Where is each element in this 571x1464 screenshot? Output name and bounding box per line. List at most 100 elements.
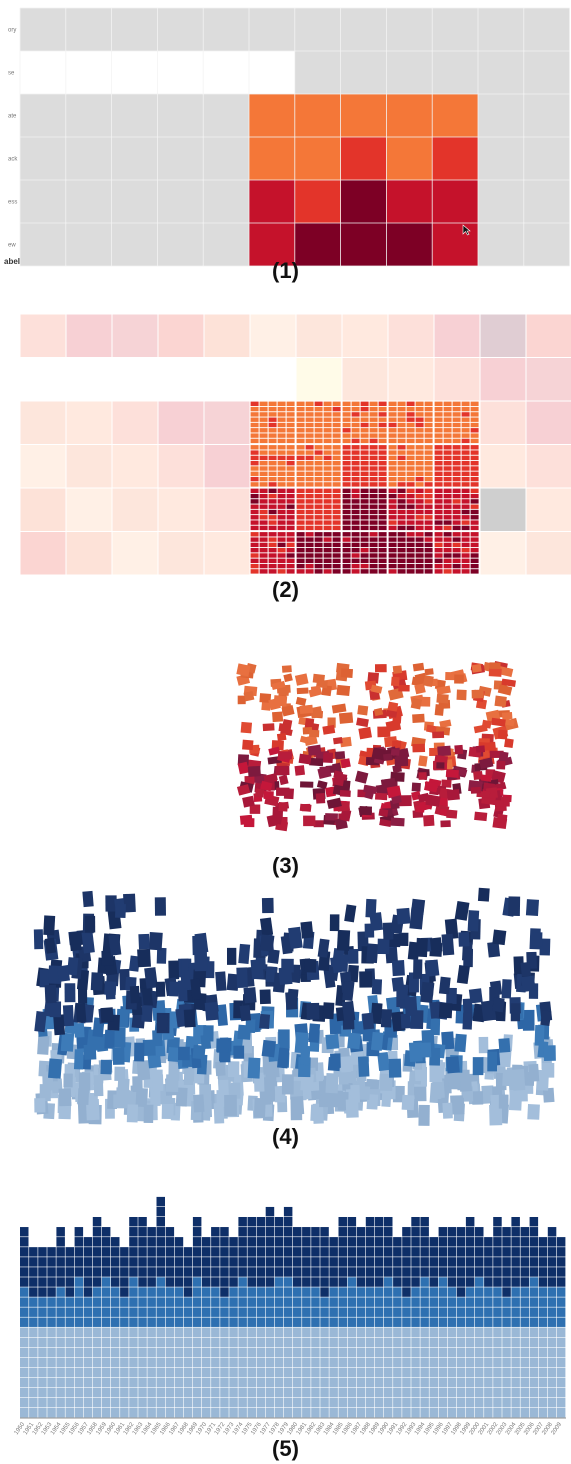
bar-segment [520,1327,529,1337]
heatmap-cell [294,94,341,137]
heatmap-subcell [461,509,470,515]
heatmap-subcell [406,563,415,569]
heatmap-subcell [250,417,259,422]
scatter-mark [408,1042,423,1063]
heatmap-subcell [434,422,443,428]
bar-segment [120,1257,129,1267]
heatmap-subcell [452,471,461,476]
bar-segment [165,1287,175,1297]
bar-segment [202,1277,211,1287]
bar-segment [74,1297,84,1307]
bar-segment [475,1257,484,1267]
bar-segment [420,1367,429,1378]
heatmap-subcell [360,433,369,438]
bar-segment [547,1267,557,1277]
bar-segment [29,1317,38,1327]
heatmap-subcell [434,553,443,558]
heatmap-subcell [434,433,443,438]
bar-segment [529,1327,539,1337]
heatmap-subcell [305,493,314,499]
bar-segment [556,1387,566,1398]
bar-segment [311,1257,320,1267]
bar-segment [529,1287,539,1297]
heatmap-cell [340,51,387,94]
heatmap-subcell [323,504,332,509]
bar-segment [147,1237,156,1247]
bar-segment [83,1247,93,1257]
bar-segment [393,1337,402,1348]
scatter-mark [398,932,409,946]
bar-segment [247,1377,256,1388]
heatmap-subcell [369,509,378,515]
bar-segment [447,1357,457,1368]
bar-segment [283,1297,293,1307]
heatmap-subcell [250,450,259,455]
heatmap-subcell [378,569,387,574]
scatter-mark [135,1088,148,1108]
scatter-mark [116,1087,128,1109]
bar-segment [47,1317,56,1327]
bar-segment [365,1407,375,1418]
heatmap-subcell [296,558,305,563]
heatmap-cell [388,314,434,358]
bar-segment [101,1247,111,1257]
bar-segment [438,1347,448,1358]
bar-segment [338,1307,347,1317]
bar-segment [20,1247,29,1257]
bar-segment [120,1327,129,1337]
bar-segment [265,1247,275,1257]
scatter-mark [138,933,150,950]
heatmap-cell [158,488,204,532]
bar-segment [129,1377,138,1388]
heatmap-subcell [378,537,387,542]
heatmap-cell [66,444,112,488]
bar-segment [456,1397,466,1408]
bar-segment [493,1297,502,1307]
heatmap-subcell [360,476,369,482]
bar-segment [429,1247,438,1257]
scatter-mark [496,813,508,824]
bar-segment [20,1267,29,1277]
scatter-mark [105,895,117,912]
bar-segment [293,1297,302,1307]
bar-segment [447,1327,457,1337]
scatter-mark [414,683,426,695]
scatter-mark [175,1087,188,1107]
bar-segment [138,1317,147,1327]
bar-segment [20,1347,29,1358]
bar-segment [338,1397,347,1408]
heatmap-cell [112,444,158,488]
bar-segment [211,1297,220,1307]
heatmap-subcell [277,455,286,461]
bar-segment [475,1397,484,1408]
heatmap-subcell [424,553,433,558]
heatmap-subcell [388,537,397,542]
heatmap-subcell [397,445,406,450]
heatmap-subcell [470,525,479,531]
bar-segment [556,1367,566,1378]
heatmap-subcell [259,563,268,569]
heatmap-subcell [360,488,369,493]
bar-segment [402,1277,411,1287]
heatmap-subcell [424,422,433,428]
bar-segment [402,1327,411,1337]
scatter-mark [56,965,71,982]
heatmap-subcell [351,433,360,438]
bar-segment [556,1277,566,1287]
bar-segment [293,1317,302,1327]
bar-segment [101,1387,111,1398]
bar-segment [174,1367,184,1378]
heatmap-subcell [332,509,341,515]
bar-segment [38,1397,47,1408]
bar-segment [211,1257,220,1267]
bar-segment [147,1247,156,1257]
heatmap-subcell [406,488,415,493]
heatmap-subcell [323,542,332,548]
heatmap-subcell [461,471,470,476]
heatmap-subcell [424,532,433,537]
bar-segment [547,1327,557,1337]
bar-segment [384,1257,393,1267]
heatmap-subcell [461,537,470,542]
scatter-mark [522,1009,535,1031]
heatmap-subcell [388,433,397,438]
